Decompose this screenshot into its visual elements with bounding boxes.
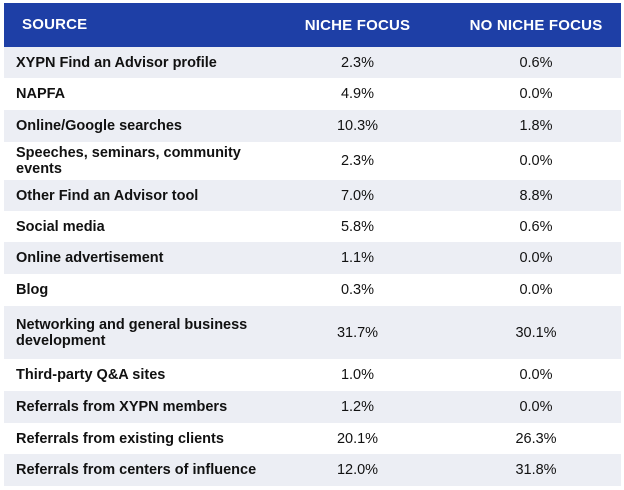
table-row: Social media 5.8% 0.6% bbox=[4, 211, 621, 242]
table-header: SOURCE NICHE FOCUS NO NICHE FOCUS bbox=[4, 3, 621, 47]
niche-value-cell: 1.0% bbox=[340, 367, 375, 383]
source-cell: Referrals from existing clients bbox=[16, 430, 224, 447]
source-cell: Social media bbox=[16, 218, 105, 235]
niche-value-cell: 31.7% bbox=[336, 324, 379, 341]
niche-value-cell: 12.0% bbox=[336, 462, 379, 478]
no-niche-value-cell: 31.8% bbox=[515, 462, 557, 478]
no-niche-value-cell: 0.0% bbox=[519, 282, 553, 298]
niche-value-cell: 2.3% bbox=[340, 54, 375, 71]
source-cell: Blog bbox=[16, 282, 49, 298]
no-niche-value-cell: 8.8% bbox=[519, 187, 553, 204]
source-cell: Online/Google searches bbox=[16, 118, 182, 134]
table-row: Networking and general business developm… bbox=[4, 306, 621, 359]
table-row: XYPN Find an Advisor profile 2.3% 0.6% bbox=[4, 47, 621, 78]
niche-value-cell: 1.1% bbox=[340, 250, 375, 266]
source-cell: Online advertisement bbox=[16, 250, 164, 266]
table-row: Online advertisement 1.1% 0.0% bbox=[4, 242, 621, 274]
source-cell: Networking and general business developm… bbox=[16, 316, 248, 349]
header-niche-focus: NICHE FOCUS bbox=[304, 16, 411, 34]
niche-value-cell: 10.3% bbox=[336, 118, 379, 134]
no-niche-value-cell: 0.0% bbox=[519, 367, 553, 383]
table-row: Referrals from XYPN members 1.2% 0.0% bbox=[4, 391, 621, 423]
table-row: Speeches, seminars, community events 2.3… bbox=[4, 142, 621, 180]
niche-value-cell: 0.3% bbox=[340, 282, 375, 298]
source-cell: Third-party Q&A sites bbox=[16, 367, 166, 383]
niche-value-cell: 20.1% bbox=[336, 430, 379, 447]
no-niche-value-cell: 0.0% bbox=[519, 399, 553, 415]
table-row: Referrals from centers of influence 12.0… bbox=[4, 454, 621, 486]
niche-value-cell: 2.3% bbox=[340, 153, 375, 169]
niche-value-cell: 7.0% bbox=[340, 187, 375, 204]
source-cell: NAPFA bbox=[16, 86, 66, 102]
source-cell: Referrals from XYPN members bbox=[16, 399, 228, 415]
table-row: NAPFA 4.9% 0.0% bbox=[4, 78, 621, 110]
no-niche-value-cell: 26.3% bbox=[515, 430, 557, 447]
no-niche-value-cell: 0.0% bbox=[519, 250, 553, 266]
niche-value-cell: 1.2% bbox=[340, 399, 375, 415]
niche-value-cell: 4.9% bbox=[340, 86, 375, 102]
no-niche-value-cell: 0.0% bbox=[519, 86, 553, 102]
source-cell: Other Find an Advisor tool bbox=[16, 187, 199, 204]
table-row: Other Find an Advisor tool 7.0% 8.8% bbox=[4, 180, 621, 211]
no-niche-value-cell: 0.6% bbox=[519, 54, 553, 71]
table-row: Online/Google searches 10.3% 1.8% bbox=[4, 110, 621, 142]
no-niche-value-cell: 1.8% bbox=[519, 118, 553, 134]
no-niche-value-cell: 0.0% bbox=[519, 153, 553, 169]
table-row: Blog 0.3% 0.0% bbox=[4, 274, 621, 306]
source-cell: Referrals from centers of influence bbox=[16, 462, 257, 478]
no-niche-value-cell: 30.1% bbox=[515, 324, 557, 341]
no-niche-value-cell: 0.6% bbox=[519, 218, 553, 235]
table-row: Referrals from existing clients 20.1% 26… bbox=[4, 423, 621, 454]
table-row: Third-party Q&A sites 1.0% 0.0% bbox=[4, 359, 621, 391]
source-cell: XYPN Find an Advisor profile bbox=[16, 54, 217, 71]
niche-value-cell: 5.8% bbox=[340, 218, 375, 235]
header-source: SOURCE bbox=[22, 16, 88, 33]
data-table: SOURCE NICHE FOCUS NO NICHE FOCUS XYPN F… bbox=[4, 3, 621, 486]
header-no-niche-focus: NO NICHE FOCUS bbox=[469, 16, 603, 34]
source-cell: Speeches, seminars, community events bbox=[16, 145, 241, 177]
